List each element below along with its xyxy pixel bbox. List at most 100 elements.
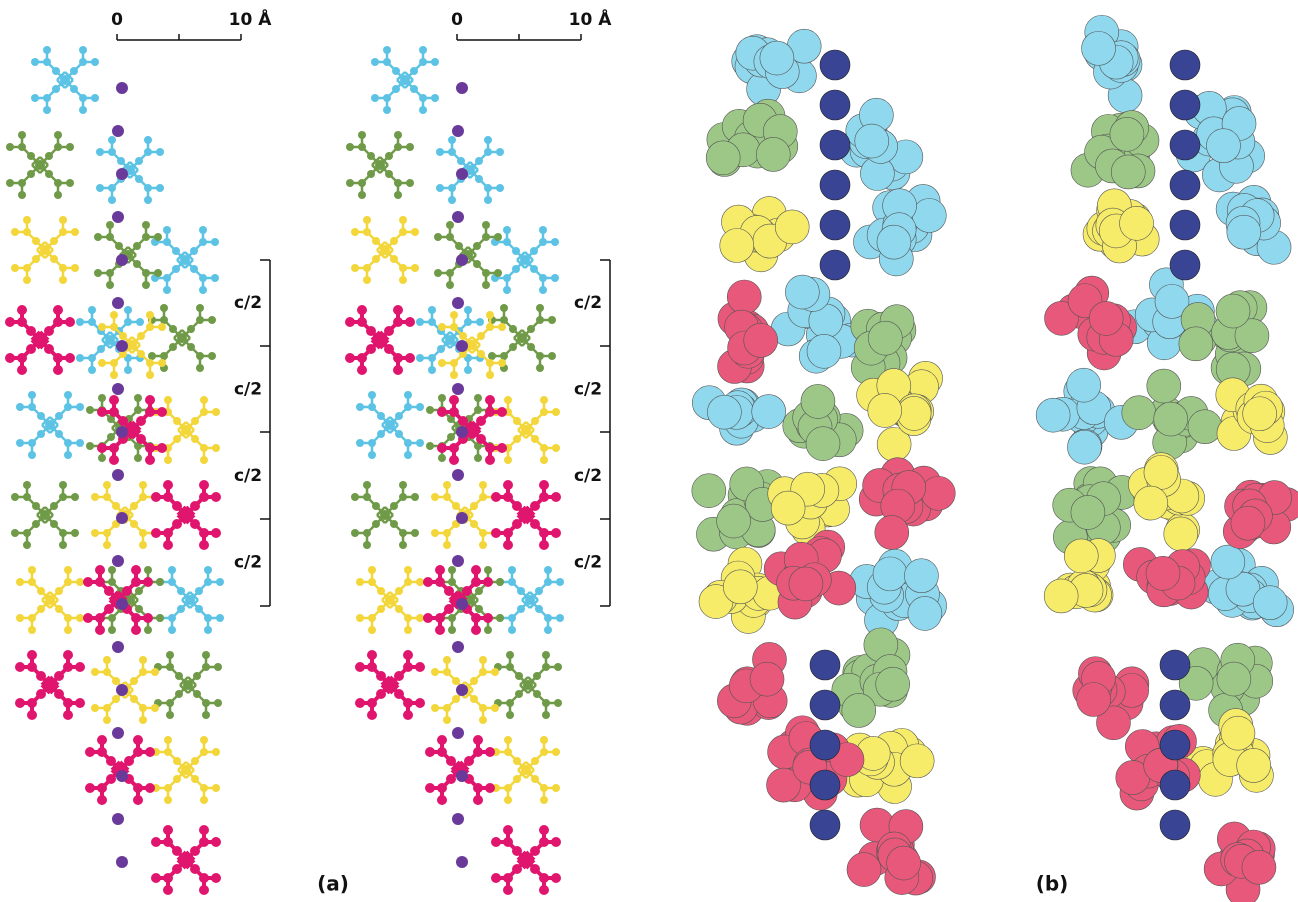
atom bbox=[435, 613, 445, 623]
atom bbox=[108, 184, 116, 192]
atom bbox=[448, 184, 456, 192]
atom bbox=[446, 756, 456, 766]
atom bbox=[484, 196, 492, 204]
atom bbox=[59, 493, 67, 501]
atom bbox=[212, 408, 220, 416]
atom bbox=[540, 456, 548, 464]
atom bbox=[552, 444, 560, 452]
atom-sphere bbox=[1044, 579, 1078, 613]
atom bbox=[544, 626, 552, 634]
atom bbox=[134, 394, 142, 402]
atom bbox=[15, 698, 25, 708]
atom bbox=[5, 353, 15, 363]
atom bbox=[88, 354, 96, 362]
atom bbox=[95, 577, 105, 587]
atom bbox=[475, 157, 483, 165]
atom bbox=[527, 325, 535, 333]
atom-sphere bbox=[752, 395, 786, 429]
atom bbox=[506, 699, 514, 707]
atom bbox=[368, 614, 376, 622]
atom bbox=[6, 143, 14, 151]
atom bbox=[491, 704, 499, 712]
ion bbox=[116, 598, 128, 610]
molecule bbox=[371, 46, 439, 114]
atom bbox=[399, 529, 407, 537]
atom bbox=[523, 680, 533, 690]
atom bbox=[479, 493, 487, 501]
atom bbox=[394, 143, 402, 151]
atom bbox=[552, 784, 560, 792]
atom bbox=[366, 326, 376, 336]
atom bbox=[404, 626, 412, 634]
atom bbox=[544, 578, 552, 586]
atom bbox=[211, 274, 219, 282]
atom bbox=[79, 106, 87, 114]
atom bbox=[491, 528, 501, 538]
atom bbox=[404, 614, 412, 622]
atom bbox=[438, 394, 446, 402]
atom bbox=[216, 614, 224, 622]
atom bbox=[446, 269, 454, 277]
atom bbox=[399, 541, 407, 549]
atom-sphere bbox=[706, 141, 740, 175]
atom bbox=[59, 228, 67, 236]
atom bbox=[471, 625, 481, 635]
atom bbox=[40, 510, 50, 520]
atom bbox=[160, 304, 168, 312]
atom bbox=[536, 316, 544, 324]
atom bbox=[175, 672, 183, 680]
atom bbox=[199, 274, 207, 282]
atom bbox=[164, 456, 172, 464]
atom bbox=[169, 343, 177, 351]
atom bbox=[23, 529, 31, 537]
atom bbox=[151, 668, 159, 676]
atom bbox=[191, 775, 199, 783]
atom bbox=[151, 837, 161, 847]
molecule bbox=[436, 136, 504, 204]
atom bbox=[163, 540, 173, 550]
ion bbox=[116, 168, 128, 180]
atom bbox=[542, 651, 550, 659]
atom bbox=[151, 528, 161, 538]
atom-sphere bbox=[1036, 398, 1070, 432]
molecule bbox=[152, 736, 220, 804]
atom bbox=[509, 325, 517, 333]
atom bbox=[28, 566, 36, 574]
atom bbox=[552, 408, 560, 416]
atom bbox=[517, 587, 525, 595]
atom bbox=[464, 756, 474, 766]
atom bbox=[70, 67, 78, 75]
ion bbox=[820, 210, 850, 240]
atom bbox=[211, 492, 221, 502]
atom bbox=[404, 439, 412, 447]
atom bbox=[512, 501, 522, 511]
atom bbox=[200, 748, 208, 756]
atom bbox=[214, 663, 222, 671]
atom bbox=[450, 323, 458, 331]
atom-sphere bbox=[1253, 586, 1287, 620]
atom bbox=[173, 435, 181, 443]
atom bbox=[554, 699, 562, 707]
atom bbox=[410, 85, 418, 93]
ion bbox=[810, 770, 840, 800]
atom bbox=[363, 264, 371, 272]
atom bbox=[53, 305, 63, 315]
atom bbox=[470, 677, 478, 685]
atom bbox=[503, 274, 511, 282]
atom bbox=[428, 354, 436, 362]
atom bbox=[200, 736, 208, 744]
atom bbox=[133, 260, 141, 268]
molecule bbox=[346, 131, 414, 199]
atom bbox=[380, 245, 390, 255]
atom bbox=[200, 444, 208, 452]
atom bbox=[482, 221, 490, 229]
atom bbox=[504, 456, 512, 464]
atom bbox=[554, 663, 562, 671]
atom bbox=[200, 408, 208, 416]
atom bbox=[63, 650, 73, 660]
molecule bbox=[96, 566, 164, 634]
ion bbox=[112, 641, 124, 653]
molecule bbox=[16, 566, 84, 634]
atom bbox=[44, 344, 54, 354]
atom bbox=[459, 332, 467, 340]
